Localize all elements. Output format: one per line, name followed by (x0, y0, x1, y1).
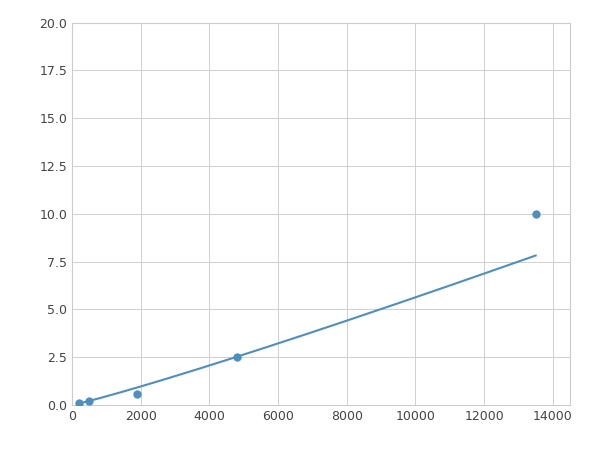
Point (232, 354, 242, 361)
Point (74, 400, 83, 407)
Point (531, 210, 541, 217)
Point (85, 398, 94, 405)
Point (133, 390, 142, 397)
